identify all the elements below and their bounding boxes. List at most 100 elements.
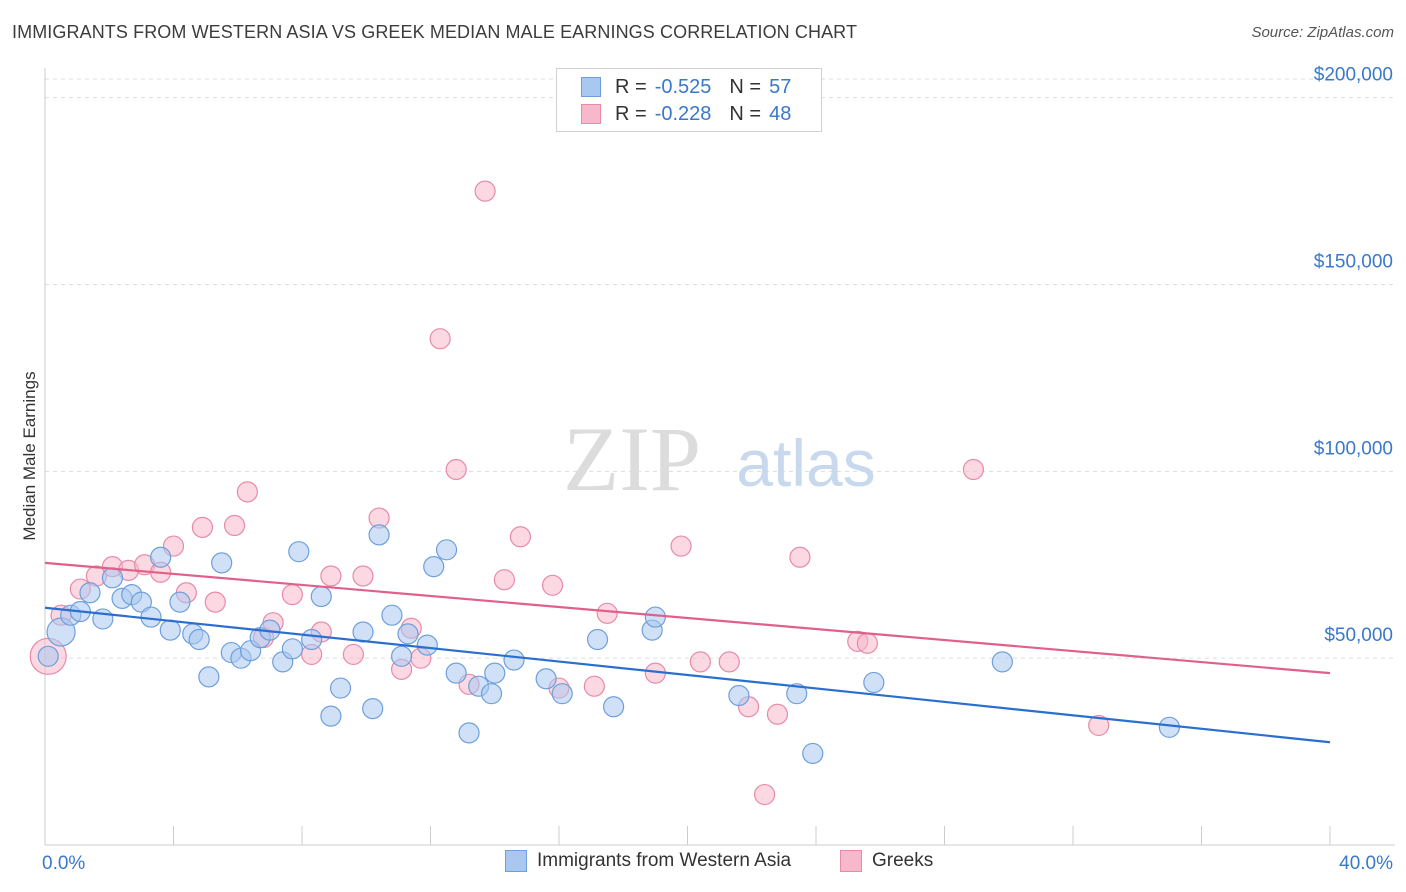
bottom-legend-western-asia[interactable]: Immigrants from Western Asia [505,850,791,872]
point-western-asia [198,666,220,688]
x-tick-label: 0.0% [42,853,85,874]
point-western-asia [288,541,310,563]
point-western-asia [863,671,885,694]
point-greeks [541,574,564,596]
watermark-zip: ZIP [563,408,701,510]
point-greeks [223,514,246,537]
legend-row-western-asia: R = -0.525 N = 57 [581,75,791,99]
point-greeks [856,632,879,654]
point-greeks [320,565,342,587]
point-greeks [789,546,811,568]
point-western-asia [445,662,467,684]
point-western-asia [458,722,480,744]
point-western-asia [381,604,403,626]
trendline-western-asia [44,606,1331,744]
point-western-asia [644,606,666,628]
chart-title: IMMIGRANTS FROM WESTERN ASIA VS GREEK ME… [12,22,858,42]
legend-r-label: R = [615,102,647,125]
point-western-asia [130,591,152,613]
point-greeks [204,591,226,613]
point-western-asia [390,645,413,667]
point-western-asia [535,668,557,690]
point-western-asia [159,619,181,641]
point-western-asia [352,621,374,643]
point-western-asia [586,628,609,651]
trendline-greeks [44,561,1331,675]
point-western-asia [397,623,419,645]
point-western-asia [423,556,445,578]
point-western-asia [802,742,824,765]
y-tick-label: $50,000 [1324,625,1393,646]
bottom-legend-label: Greeks [872,850,934,871]
point-western-asia [92,608,114,630]
legend-swatch-blue [581,77,601,97]
point-greeks [689,651,711,673]
point-western-asia [188,628,210,651]
point-western-asia [37,645,59,667]
point-western-asia [211,552,233,574]
point-western-asia [169,591,191,613]
point-western-asia [368,524,390,546]
bottom-legend-label: Immigrants from Western Asia [537,850,792,871]
point-western-asia [991,651,1013,673]
legend-r-value: -0.228 [654,102,712,125]
point-greeks [429,328,451,350]
y-tick-label: $100,000 [1314,438,1393,459]
point-greeks [493,569,515,591]
point-greeks [352,565,374,587]
legend-n-value: 57 [769,75,792,98]
point-western-asia [416,634,438,656]
point-greeks [583,675,605,697]
point-western-asia [320,705,342,727]
point-greeks [445,458,467,481]
point-western-asia [301,628,323,651]
y-tick-label: $150,000 [1314,252,1393,273]
y-tick-label: $200,000 [1314,65,1393,86]
legend-n-value: 48 [769,102,792,125]
bottom-legend-greeks[interactable]: Greeks [840,850,933,872]
point-greeks [342,643,364,666]
point-western-asia [281,638,303,660]
point-western-asia [551,683,573,705]
bottom-legend-swatch-pink [840,850,862,872]
point-western-asia [362,698,384,720]
legend-swatch-pink [581,104,601,124]
point-western-asia [480,683,503,705]
legend-n-label: N = [729,102,762,125]
point-greeks [1088,714,1110,737]
point-greeks [191,516,214,538]
point-greeks [753,783,776,806]
point-greeks [236,481,258,503]
point-western-asia [150,546,172,568]
point-western-asia [786,683,808,705]
point-western-asia [79,582,101,604]
legend-r-value: -0.525 [654,75,712,98]
point-western-asia [503,649,525,671]
point-greeks [596,602,618,624]
point-western-asia [1158,716,1180,738]
point-western-asia [603,696,625,718]
point-western-asia [101,567,124,589]
point-western-asia [435,539,458,561]
point-greeks [281,584,303,606]
legend-n-label: N = [729,75,762,98]
legend-r-label: R = [615,75,647,98]
bottom-legend-swatch-blue [505,850,527,872]
watermark-atlas: atlas [736,426,875,500]
point-greeks [718,651,740,673]
correlation-legend: R = -0.525 N = 57 R = -0.228 N = 48 [556,68,822,132]
source-label: Source: ZipAtlas.com [1251,24,1394,41]
point-western-asia [728,684,750,707]
point-western-asia [484,662,506,684]
legend-row-greeks: R = -0.228 N = 48 [581,102,791,126]
point-western-asia [310,585,332,608]
point-greeks [962,458,985,481]
point-greeks [766,703,789,725]
point-western-asia [329,677,352,699]
x-tick-label: 40.0% [1339,853,1393,874]
point-greeks [509,526,532,548]
point-greeks [474,180,496,202]
point-greeks [670,535,692,557]
watermark: ZIP atlas [563,408,876,510]
